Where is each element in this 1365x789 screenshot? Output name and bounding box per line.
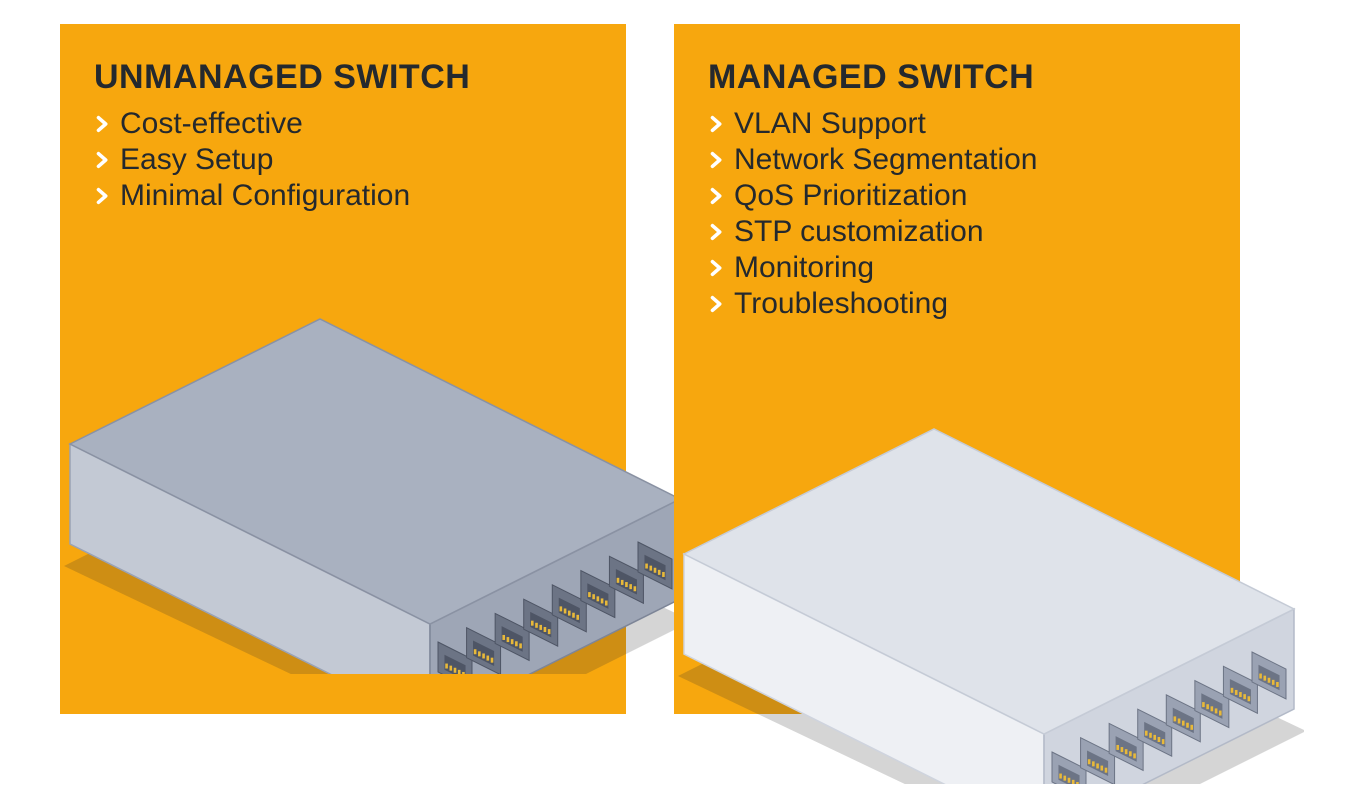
panel-managed: MANAGED SWITCH VLAN Support Network Segm… [674,24,1240,754]
chevron-icon [708,151,726,169]
panel-content: MANAGED SWITCH VLAN Support Network Segm… [708,58,1212,323]
ethernet-port-icon [1138,709,1172,756]
chevron-icon [708,259,726,277]
feature-item: Monitoring [708,251,1212,285]
feature-text: QoS Prioritization [734,179,967,213]
panel-title: UNMANAGED SWITCH [94,58,598,97]
feature-text: Easy Setup [120,143,273,177]
feature-item: Minimal Configuration [94,179,598,213]
ethernet-port-icon [638,542,672,589]
panel-title: MANAGED SWITCH [708,58,1212,97]
ethernet-port-icon [1052,752,1086,784]
feature-text: Cost-effective [120,107,303,141]
feature-item: Troubleshooting [708,287,1212,321]
panel-unmanaged: UNMANAGED SWITCH Cost-effective Easy Set… [60,24,626,754]
feature-text: Network Segmentation [734,143,1038,177]
feature-item: Cost-effective [94,107,598,141]
chevron-icon [708,295,726,313]
feature-item: STP customization [708,215,1212,249]
feature-text: Monitoring [734,251,874,285]
chevron-icon [94,187,112,205]
chevron-icon [94,151,112,169]
feature-item: QoS Prioritization [708,179,1212,213]
panel-content: UNMANAGED SWITCH Cost-effective Easy Set… [94,58,598,215]
chevron-icon [708,115,726,133]
feature-list: VLAN Support Network Segmentation QoS Pr… [708,107,1212,321]
feature-text: Minimal Configuration [120,179,410,213]
chevron-icon [94,115,112,133]
feature-item: VLAN Support [708,107,1212,141]
feature-item: Network Segmentation [708,143,1212,177]
feature-text: STP customization [734,215,984,249]
feature-list: Cost-effective Easy Setup Minimal Config… [94,107,598,213]
chevron-icon [708,187,726,205]
feature-text: Troubleshooting [734,287,948,321]
chevron-icon [708,223,726,241]
ethernet-port-icon [1081,738,1115,784]
feature-item: Easy Setup [94,143,598,177]
feature-text: VLAN Support [734,107,926,141]
ethernet-port-icon [1109,723,1143,770]
ethernet-port-icon [1252,652,1286,699]
